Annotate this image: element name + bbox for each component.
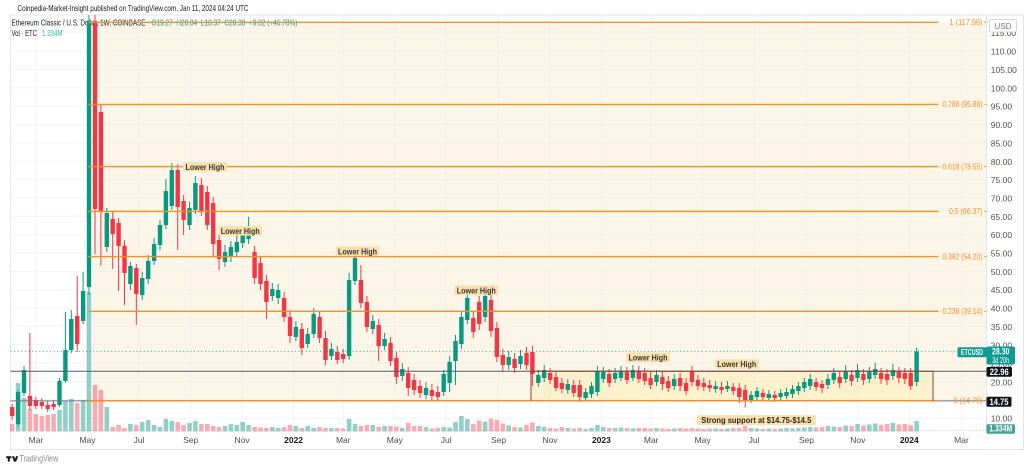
svg-text:Sep: Sep	[491, 435, 506, 445]
svg-text:Sep: Sep	[183, 435, 198, 445]
svg-text:65.00: 65.00	[991, 212, 1013, 222]
svg-text:Nov: Nov	[542, 435, 558, 445]
svg-text:28.30: 28.30	[992, 346, 1010, 356]
svg-text:Nov: Nov	[235, 435, 251, 445]
svg-text:Strong support at $14.75-$14.5: Strong support at $14.75-$14.5	[701, 415, 811, 425]
svg-text:105.00: 105.00	[991, 65, 1017, 75]
svg-text:Lower High: Lower High	[221, 226, 260, 236]
svg-text:Jul: Jul	[134, 435, 145, 445]
svg-text:Mar: Mar	[644, 435, 659, 445]
svg-text:85.00: 85.00	[991, 138, 1013, 148]
svg-text:Jul: Jul	[441, 435, 452, 445]
svg-text:90.00: 90.00	[991, 120, 1013, 130]
svg-text:Mar: Mar	[29, 435, 44, 445]
svg-text:3d 20h: 3d 20h	[992, 356, 1009, 365]
svg-text:2023: 2023	[592, 435, 611, 445]
svg-text:60.00: 60.00	[991, 230, 1013, 240]
svg-text:115.00: 115.00	[991, 28, 1017, 38]
svg-text:USD: USD	[995, 22, 1012, 31]
svg-text:2024: 2024	[900, 435, 919, 445]
svg-text:Lower High: Lower High	[457, 285, 496, 295]
svg-text:Ethereum Classic / U.S. Dollar: Ethereum Classic / U.S. Dollar, 1W, COIN…	[12, 18, 146, 27]
svg-text:Coinpedia-Market-Insight publi: Coinpedia-Market-Insight published on Tr…	[18, 3, 249, 13]
svg-text:1 (117.96): 1 (117.96)	[950, 18, 983, 27]
svg-text:ETCUSD: ETCUSD	[961, 348, 983, 357]
svg-text:1.334M: 1.334M	[989, 424, 1012, 434]
svg-text:TradingView: TradingView	[20, 454, 59, 465]
svg-text:75.00: 75.00	[991, 175, 1013, 185]
svg-text:70.00: 70.00	[991, 194, 1013, 204]
svg-text:0.786 (95.88): 0.786 (95.88)	[943, 100, 983, 109]
svg-text:50.00: 50.00	[991, 267, 1013, 277]
svg-text:2022: 2022	[284, 435, 303, 445]
svg-text:Nov: Nov	[850, 435, 866, 445]
svg-text:45.00: 45.00	[991, 285, 1013, 295]
svg-text:40.00: 40.00	[991, 304, 1013, 314]
svg-text:Sep: Sep	[799, 435, 814, 445]
svg-text:22.96: 22.96	[990, 367, 1009, 378]
svg-text:0.382 (54.20): 0.382 (54.20)	[943, 252, 983, 261]
svg-text:Mar: Mar	[336, 435, 351, 445]
svg-text:95.00: 95.00	[991, 102, 1013, 112]
svg-text:20.00: 20.00	[991, 378, 1013, 388]
svg-text:0.236 (39.14): 0.236 (39.14)	[943, 307, 983, 316]
svg-text:30.00: 30.00	[991, 340, 1013, 350]
svg-text:14.75: 14.75	[990, 397, 1010, 408]
svg-text:55.00: 55.00	[991, 249, 1013, 259]
svg-text:Lower High: Lower High	[186, 162, 225, 172]
svg-text:0.618 (78.55): 0.618 (78.55)	[943, 162, 983, 171]
svg-text:Vol · ETC: Vol · ETC	[12, 29, 38, 38]
svg-text:May: May	[695, 435, 712, 445]
svg-text:35.00: 35.00	[991, 322, 1013, 332]
svg-text:Jul: Jul	[749, 435, 760, 445]
svg-text:1.334M: 1.334M	[42, 29, 63, 38]
svg-text:May: May	[79, 435, 96, 445]
svg-text:Lower High: Lower High	[338, 246, 377, 256]
svg-text:0.5 (66.37): 0.5 (66.37)	[949, 207, 983, 216]
svg-text:10.00: 10.00	[991, 414, 1013, 424]
svg-text:110.00: 110.00	[991, 47, 1017, 57]
svg-text:100.00: 100.00	[991, 83, 1017, 93]
svg-text:Mar: Mar	[954, 435, 969, 445]
svg-text:May: May	[387, 435, 404, 445]
svg-text:Lower High: Lower High	[629, 352, 668, 362]
svg-text:0 (14.79): 0 (14.79)	[954, 397, 983, 406]
svg-text:Lower High: Lower High	[717, 359, 756, 369]
svg-text:80.00: 80.00	[991, 157, 1013, 167]
